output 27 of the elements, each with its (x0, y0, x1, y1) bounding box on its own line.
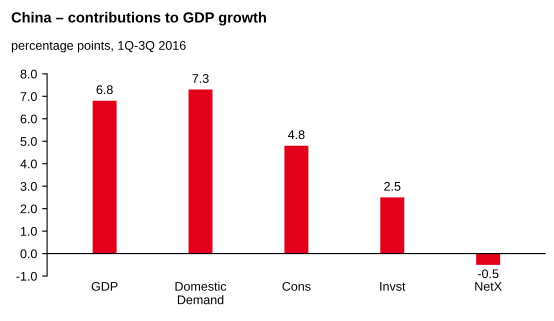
x-tick-label: Domestic Demand (175, 282, 226, 304)
y-tick-label: 4.0 (20, 160, 37, 168)
bar (284, 146, 308, 254)
y-tick-label: 5.0 (20, 137, 37, 146)
chart-title: China – contributions to GDP growth (12, 12, 266, 26)
x-tick-label: NetX (475, 282, 502, 291)
bar (476, 254, 500, 265)
y-tick-label: -1.0 (16, 272, 37, 281)
y-tick-label: 6.0 (20, 114, 37, 124)
x-tick-label: Invst (380, 282, 406, 291)
data-label: 7.3 (192, 74, 209, 83)
y-tick-label: 3.0 (20, 182, 37, 191)
data-label: 4.8 (288, 130, 305, 140)
y-tick-label: 2.0 (20, 204, 37, 214)
x-tick-label: GDP (92, 282, 118, 291)
y-tick-label: 8.0 (20, 70, 37, 78)
bar (188, 90, 212, 254)
chart-subtitle: percentage points, 1Q-3Q 2016 (12, 40, 186, 52)
data-label: 6.8 (96, 85, 113, 94)
bar (380, 197, 404, 254)
data-label: -0.5 (478, 269, 498, 278)
y-tick-label: 0.0 (20, 249, 37, 258)
bar (92, 100, 117, 254)
y-tick-label: 7.0 (20, 92, 37, 101)
x-tick-label: Cons (282, 282, 311, 291)
data-label: 2.5 (384, 182, 400, 191)
y-tick-label: 1.0 (20, 226, 37, 236)
